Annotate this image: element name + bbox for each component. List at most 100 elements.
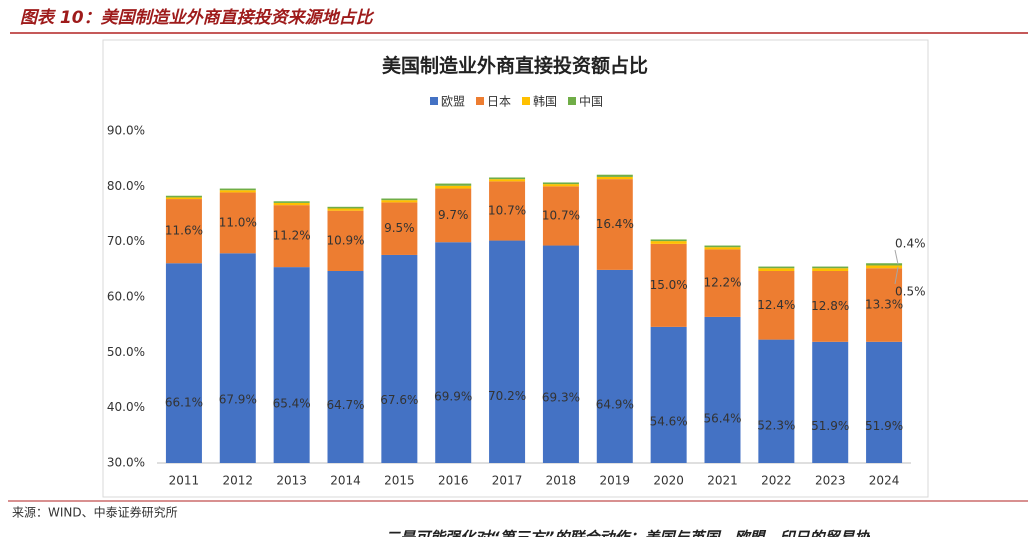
bar-segment — [489, 177, 526, 180]
data-label: 10.7% — [542, 208, 580, 222]
bar-segment — [327, 210, 364, 271]
bar-segment — [650, 239, 687, 242]
data-label: 70.2% — [488, 389, 526, 403]
data-label: 9.7% — [438, 208, 469, 222]
legend-label: 欧盟 — [441, 95, 465, 109]
bar-segment — [812, 270, 849, 342]
bar-segment — [381, 202, 418, 255]
bar-segment — [866, 265, 903, 269]
x-tick-label: 2023 — [815, 474, 846, 488]
legend-label: 韩国 — [533, 94, 557, 109]
bar-segment — [542, 182, 579, 185]
x-tick-label: 2021 — [707, 474, 738, 488]
bar-segment — [327, 206, 364, 209]
data-label: 11.0% — [219, 215, 257, 229]
y-tick-label: 70.0% — [107, 234, 145, 248]
data-label: 15.0% — [650, 278, 688, 292]
data-label: 13.3% — [865, 298, 903, 312]
chart-title: 美国制造业外商直接投资额占比 — [382, 54, 648, 77]
bar-segment — [812, 341, 849, 463]
bar-segment — [596, 174, 633, 177]
data-label: 12.4% — [757, 298, 795, 312]
y-tick-label: 60.0% — [107, 290, 145, 304]
data-label: 64.7% — [326, 398, 364, 412]
bar-segment — [219, 192, 256, 254]
x-tick-label: 2020 — [653, 474, 684, 488]
data-label: 52.3% — [757, 418, 795, 432]
data-label: 12.8% — [811, 299, 849, 313]
bar-segment — [758, 268, 795, 271]
leader-line — [894, 266, 899, 285]
x-tick-label: 2018 — [546, 474, 577, 488]
x-tick-label: 2022 — [761, 474, 792, 488]
bar-segment — [273, 201, 310, 203]
bar-segment — [704, 316, 741, 463]
bar-segment — [381, 200, 418, 203]
bar-segment — [758, 339, 795, 463]
bar-segment — [435, 183, 472, 186]
bar-segment — [704, 247, 741, 250]
bar-segment — [489, 181, 526, 241]
data-label: 67.9% — [219, 393, 257, 407]
legend-swatch — [568, 97, 576, 105]
bar-segment — [650, 241, 687, 244]
bar-segment — [542, 186, 579, 246]
data-label: 11.2% — [273, 229, 311, 243]
y-tick-label: 80.0% — [107, 179, 145, 193]
legend-swatch — [476, 97, 484, 105]
x-tick-label: 2016 — [438, 474, 469, 488]
bar-segment — [219, 188, 256, 191]
bar-segment — [219, 190, 256, 193]
y-tick-label: 50.0% — [107, 345, 145, 359]
bar-segment — [650, 243, 687, 327]
data-label: 0.4% — [895, 237, 926, 251]
x-tick-label: 2015 — [384, 474, 415, 488]
bar-segment — [866, 341, 903, 463]
y-tick-label: 30.0% — [107, 456, 145, 470]
x-tick-label: 2012 — [223, 474, 254, 488]
bar-segment — [704, 249, 741, 317]
legend-label: 日本 — [487, 95, 511, 109]
bar-segment — [812, 268, 849, 271]
bar-segment — [435, 185, 472, 189]
bar-segment — [812, 266, 849, 269]
x-tick-label: 2024 — [869, 474, 900, 488]
bar-segment — [381, 198, 418, 201]
bar-segment — [542, 245, 579, 463]
legend-label: 中国 — [579, 94, 603, 109]
bar-segment — [866, 263, 903, 266]
bar-segment — [758, 266, 795, 269]
bar-segment — [327, 270, 364, 463]
leader-line — [894, 249, 899, 265]
bar-segment — [596, 179, 633, 270]
data-label: 16.4% — [596, 217, 634, 231]
bar-segment — [219, 253, 256, 463]
data-label: 67.6% — [380, 393, 418, 407]
bar-segment — [165, 199, 202, 264]
bar-segment — [165, 195, 202, 198]
data-label: 69.9% — [434, 389, 472, 403]
y-tick-label: 40.0% — [107, 400, 145, 414]
bar-segment — [489, 179, 526, 182]
legend-swatch — [522, 97, 530, 105]
body-text: 二是可能强化对“第三方”的联合动作：美国与英国、欧盟、印日的贸易协 — [385, 529, 870, 537]
figure-title: 图表 10：美国制造业外商直接投资来源地占比 — [20, 8, 375, 28]
data-label: 54.6% — [650, 415, 688, 429]
data-label: 10.9% — [326, 233, 364, 247]
data-label: 69.3% — [542, 390, 580, 404]
bar-segment — [596, 269, 633, 463]
data-label: 0.5% — [895, 285, 926, 299]
bar-segment — [381, 254, 418, 463]
data-label: 12.2% — [703, 276, 741, 290]
bar-segment — [704, 245, 741, 248]
x-tick-label: 2013 — [276, 474, 307, 488]
data-label: 56.4% — [703, 412, 741, 426]
data-label: 66.1% — [165, 396, 203, 410]
bar-segment — [489, 240, 526, 463]
bar-segment — [273, 205, 310, 268]
bar-segment — [327, 208, 364, 211]
bar-segment — [273, 202, 310, 206]
bar-segment — [165, 197, 202, 200]
